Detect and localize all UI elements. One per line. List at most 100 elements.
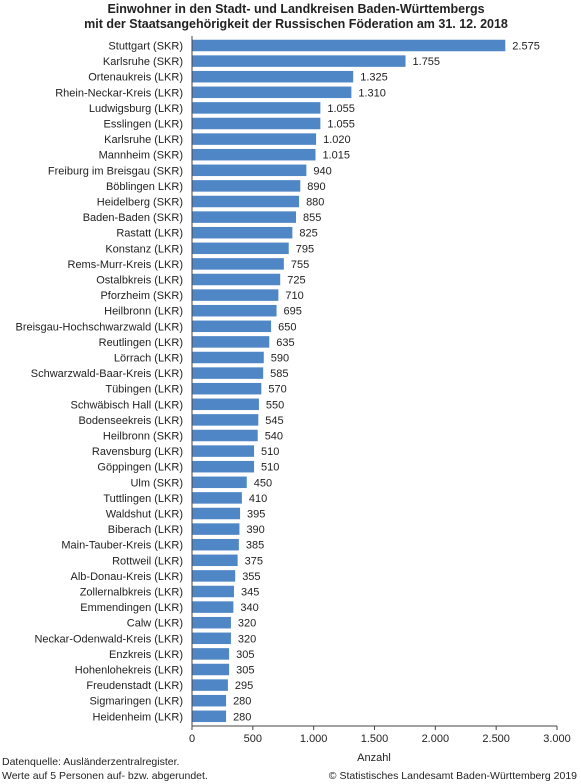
category-label: Pforzheim (SKR) [100, 290, 183, 302]
category-label: Bodenseekreis (LKR) [78, 415, 183, 427]
category-label: Mannheim (SKR) [99, 150, 183, 162]
category-label: Calw (LKR) [127, 618, 183, 630]
bar [192, 679, 228, 691]
value-label: 650 [278, 321, 296, 333]
category-label: Konstanz (LKR) [105, 243, 183, 255]
bar [192, 414, 259, 426]
value-label: 2.575 [512, 41, 540, 53]
bar [192, 648, 230, 660]
value-label: 880 [306, 197, 324, 209]
bar [192, 133, 317, 145]
category-label: Lörrach (LKR) [114, 353, 183, 365]
copyright-note: © Statistisches Landesamt Baden-Württemb… [328, 770, 577, 782]
bar [192, 273, 281, 286]
category-label: Ravensburg (LKR) [92, 446, 183, 458]
value-label: 305 [236, 649, 254, 661]
category-label: Heidenheim (LKR) [93, 711, 183, 723]
category-label: Main-Tauber-Kreis (LKR) [61, 540, 183, 552]
value-label: 695 [284, 306, 302, 318]
value-label: 1.310 [358, 87, 386, 99]
value-label: 1.055 [327, 119, 355, 131]
value-label: 590 [271, 353, 289, 365]
value-label: 635 [276, 337, 294, 349]
bar [192, 336, 270, 348]
chart-title-line-2: mit der Staatsangehörigkeit der Russisch… [84, 17, 508, 31]
bar [192, 507, 241, 520]
bar [192, 195, 300, 208]
category-label: Biberach (LKR) [108, 524, 183, 536]
x-axis-label: Anzahl [357, 752, 391, 764]
category-label: Schwarzwald-Baar-Kreis (LKR) [31, 368, 183, 380]
category-label: Stuttgart (SKR) [108, 41, 183, 53]
category-label: Ortenaukreis (LKR) [88, 72, 183, 84]
bar [192, 289, 279, 301]
bar [192, 55, 406, 67]
bar [192, 710, 227, 723]
bar [192, 460, 255, 473]
category-label: Heilbronn (LKR) [104, 306, 183, 318]
value-label: 280 [233, 711, 251, 723]
bar [192, 180, 301, 192]
value-label: 355 [242, 571, 260, 583]
category-label: Alb-Donau-Kreis (LKR) [71, 571, 183, 583]
bar [192, 585, 234, 598]
bar [192, 351, 264, 364]
value-label: 1.020 [323, 134, 351, 146]
value-label: 390 [246, 524, 264, 536]
category-label: Freudenstadt (LKR) [86, 680, 183, 692]
category-label: Heilbronn (SKR) [103, 431, 183, 443]
value-label: 305 [236, 665, 254, 677]
bar [192, 445, 255, 457]
value-label: 395 [247, 509, 265, 521]
category-label: Breisgau-Hochschwarzwald (LKR) [15, 321, 183, 333]
value-label: 345 [241, 587, 259, 599]
category-label: Enzkreis (LKR) [109, 649, 183, 661]
bar [192, 476, 247, 489]
category-label: Reutlingen (LKR) [99, 337, 183, 349]
value-labels: 2.5751.7551.3251.3101.0551.0551.0201.015… [233, 41, 540, 724]
x-tick-label: 1.000 [300, 733, 328, 745]
category-label: Ludwigsburg (LKR) [89, 103, 183, 115]
category-label: Waldshut (LKR) [106, 509, 183, 521]
bar [192, 242, 289, 255]
value-label: 755 [291, 259, 309, 271]
bar [192, 164, 307, 177]
value-label: 1.325 [360, 72, 388, 84]
category-label: Rhein-Neckar-Kreis (LKR) [55, 87, 183, 99]
bar [192, 367, 264, 379]
value-label: 710 [285, 290, 303, 302]
bar [192, 70, 354, 83]
value-label: 510 [261, 446, 279, 458]
category-label: Tübingen (LKR) [105, 384, 183, 396]
value-label: 280 [233, 696, 251, 708]
bar [192, 538, 239, 551]
category-label: Rottweil (LKR) [112, 555, 183, 567]
value-label: 1.055 [327, 103, 355, 115]
category-label: Esslingen (LKR) [104, 119, 183, 131]
bar [192, 102, 321, 114]
value-label: 450 [254, 477, 272, 489]
value-label: 410 [249, 493, 267, 505]
category-label: Zollernalbkreis (LKR) [80, 587, 183, 599]
value-label: 320 [238, 633, 256, 645]
x-axis: 0 500 1.000 1.500 2.000 2.500 3.000 [189, 36, 571, 745]
value-label: 725 [287, 275, 305, 287]
bar [192, 148, 316, 161]
bar [192, 382, 262, 395]
category-label: Göppingen (LKR) [97, 462, 183, 474]
category-label: Karlsruhe (SKR) [103, 56, 183, 68]
value-label: 795 [296, 243, 314, 255]
bar [192, 258, 284, 270]
x-tick-label: 3.000 [543, 733, 571, 745]
value-label: 825 [299, 228, 317, 240]
bar [192, 554, 238, 567]
value-label: 385 [246, 540, 264, 552]
category-label: Freiburg im Breisgau (SKR) [48, 165, 183, 177]
category-label: Hohenlohekreis (LKR) [75, 665, 183, 677]
bar [192, 694, 227, 707]
x-tick-label: 1.500 [361, 733, 389, 745]
category-label: Tuttlingen (LKR) [103, 493, 183, 505]
value-label: 855 [303, 212, 321, 224]
bar [192, 616, 231, 629]
value-label: 545 [265, 415, 283, 427]
